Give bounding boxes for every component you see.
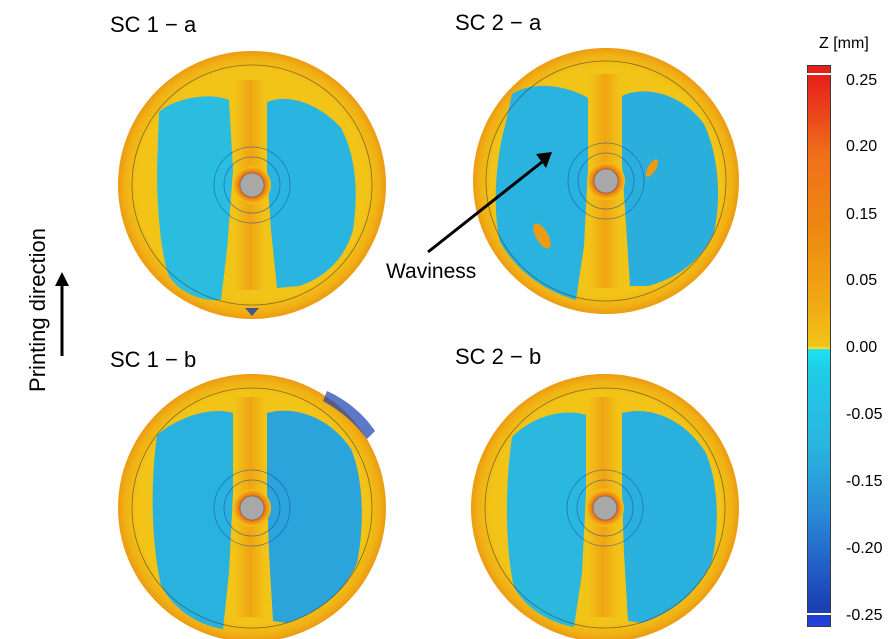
hub-hole — [239, 172, 265, 198]
blue-region-left — [157, 96, 233, 301]
panel-title-sc2-b: SC 2 − b — [455, 344, 542, 369]
hub-hole — [592, 495, 618, 521]
panel-title-sc1-a: SC 1 − a — [110, 12, 197, 37]
colorbar-cap-top — [805, 73, 831, 75]
colorbar-tick: -0.15 — [846, 473, 883, 490]
blue-region-right — [267, 410, 362, 623]
waviness-arrow-icon — [427, 152, 552, 254]
disc-sc2-a — [473, 48, 739, 314]
colorbar-tick: 0.05 — [846, 272, 878, 289]
hub-hole — [593, 168, 619, 194]
colorbar-tick: -0.25 — [846, 607, 883, 624]
colorbar — [807, 65, 831, 627]
colorbar-cap-bottom — [805, 613, 831, 615]
disc-sc1-b — [118, 374, 386, 639]
blue-region-left — [495, 85, 588, 300]
panel-title-sc1-b: SC 1 − b — [110, 347, 197, 372]
colorbar-title: Z [mm] — [819, 35, 869, 52]
panel-title-sc2-a: SC 2 − a — [455, 10, 542, 35]
colorbar-tick: 0.00 — [846, 339, 878, 356]
blue-region-right — [622, 91, 719, 286]
colorbar-tick: 0.15 — [846, 206, 878, 223]
printing-direction-label: Printing direction — [25, 228, 50, 392]
printing-direction-arrow-icon — [55, 272, 69, 356]
disc-sc2-b — [471, 374, 739, 639]
colorbar-tick: 0.20 — [846, 138, 878, 155]
waviness-label: Waviness — [386, 260, 477, 283]
hub-hole — [239, 495, 265, 521]
colorbar-tick: 0.25 — [846, 72, 878, 89]
blue-region-right — [622, 410, 717, 623]
blue-region-right — [267, 98, 356, 288]
blue-region-left — [152, 411, 233, 629]
blue-region-left — [506, 412, 586, 627]
colorbar-tick: -0.05 — [846, 406, 883, 423]
disc-sc1-a — [118, 51, 386, 319]
colorbar-tick: -0.20 — [846, 540, 883, 557]
